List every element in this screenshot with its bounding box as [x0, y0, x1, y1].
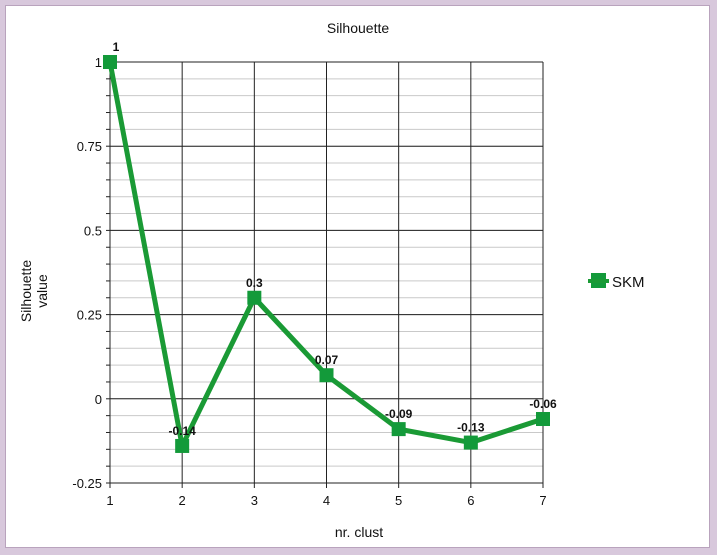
y-axis-label-line2: value — [34, 274, 50, 308]
data-label: -0.06 — [529, 397, 557, 411]
data-point — [391, 422, 406, 437]
data-point — [103, 55, 117, 69]
y-tick-label: 0.5 — [84, 223, 102, 238]
x-tick-label: 5 — [395, 493, 402, 508]
series-skm: 1 -0.14 0.3 0.07 -0.09 -0.13 -0.06 — [103, 40, 557, 453]
data-label: 0.07 — [315, 353, 339, 367]
x-tick-label: 1 — [106, 493, 113, 508]
chart-title: Silhouette — [327, 20, 389, 36]
legend-label-skm: SKM — [612, 274, 645, 291]
y-tick-label: 0.25 — [77, 308, 102, 323]
data-label: -0.13 — [457, 421, 485, 435]
data-label: 0.3 — [246, 276, 263, 290]
data-label: 1 — [113, 40, 120, 54]
y-axis-ticks: -0.25 0 0.25 0.5 0.75 1 — [72, 55, 102, 491]
x-axis-label: nr. clust — [335, 524, 383, 540]
x-tick-label: 2 — [179, 493, 186, 508]
data-point — [175, 438, 190, 453]
x-axis-ticks: 1 2 3 4 5 6 7 — [106, 493, 546, 508]
data-point — [247, 290, 262, 305]
data-point — [463, 435, 478, 450]
x-tick-label: 6 — [467, 493, 474, 508]
x-tick-label: 3 — [251, 493, 258, 508]
y-tick-label: 0 — [95, 392, 102, 407]
data-label: -0.09 — [385, 407, 413, 421]
x-tick-label: 4 — [323, 493, 330, 508]
y-axis-label-line1: Silhouette — [18, 260, 34, 322]
y-tick-label: 1 — [95, 55, 102, 70]
x-tick-label: 7 — [539, 493, 546, 508]
y-tick-label: 0.75 — [77, 139, 102, 154]
legend: SKM — [588, 273, 645, 291]
data-point — [319, 368, 334, 383]
grid — [106, 61, 544, 488]
data-point — [536, 412, 550, 427]
y-tick-label: -0.25 — [72, 476, 102, 491]
data-label: -0.14 — [168, 424, 196, 438]
